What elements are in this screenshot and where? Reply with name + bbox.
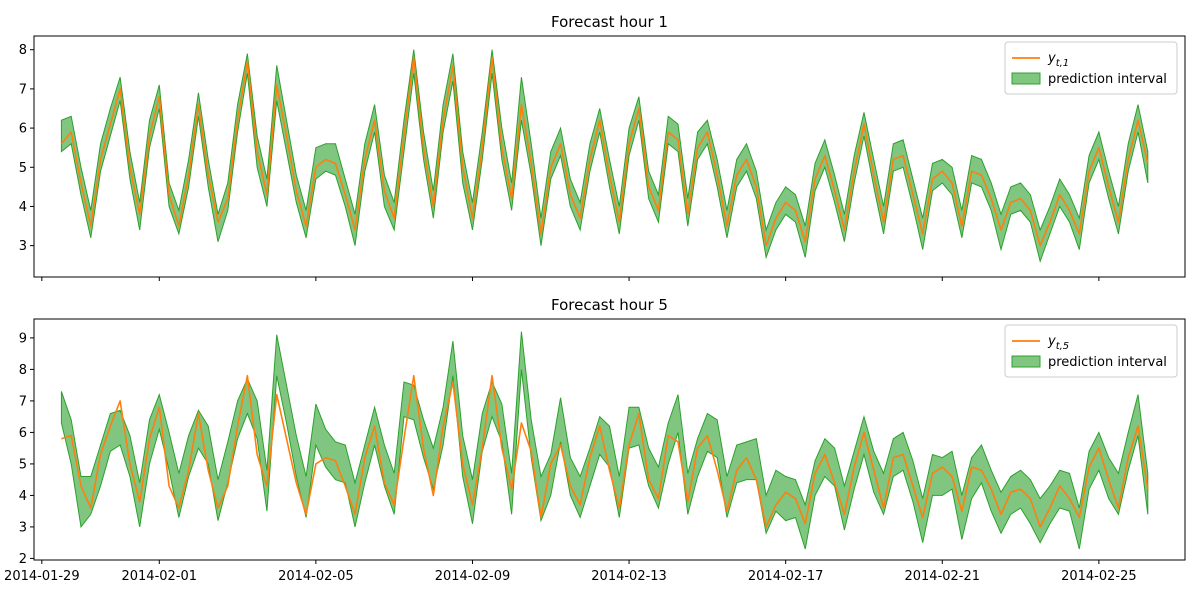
prediction-interval-band [60,49,1149,264]
legend-patch-swatch [1011,355,1041,368]
legend-label-forecast: yt,1 [1047,51,1069,69]
legend-label-interval: prediction interval [1048,355,1167,370]
legend-box [1004,324,1178,378]
y-tick-label: 5 [19,161,27,176]
y-tick-label: 3 [19,520,27,535]
x-tick-label: 2014-02-01 [121,569,197,584]
y-tick-label: 8 [19,43,27,58]
y-tick-label: 5 [19,457,27,472]
y-tick-label: 6 [19,122,27,137]
chart-title: Forecast hour 5 [551,296,668,314]
x-tick-label: 2014-02-21 [904,569,980,584]
y-tick-label: 9 [19,331,27,346]
legend: yt,5 prediction interval [1004,324,1178,378]
forecast-line [61,374,1149,528]
prediction-interval-band [60,331,1149,550]
y-tick-label: 3 [19,239,27,254]
legend-box [1004,41,1178,95]
axes-frame [33,35,1186,278]
legend: yt,1 prediction interval [1004,41,1178,95]
forecast-line [60,56,1149,247]
y-tick-label: 2 [19,552,27,567]
y-tick-label: 7 [19,82,27,97]
x-tick-label: 2014-02-13 [591,569,667,584]
panel-forecast-hour-5: 2 3 4 5 6 7 8 9 2014-01-29 2014-02-01 2014-02-05 20… [4,296,1186,584]
y-tick-label: 8 [19,363,27,378]
x-tick-label: 2014-02-17 [748,569,824,584]
x-tick-label: 2014-02-05 [278,569,354,584]
legend-label-interval: prediction interval [1048,72,1167,87]
y-tick-label: 6 [19,426,27,441]
y-tick-label: 4 [19,489,27,504]
x-tick-label: 2014-02-09 [435,569,511,584]
x-tick-label: 2014-02-25 [1061,569,1137,584]
y-tick-label: 4 [19,200,27,215]
panel-forecast-hour-1: 3 4 5 6 7 8 Forecast hour 1 yt,1 prediction inte… [19,13,1186,281]
legend-label-forecast: yt,5 [1047,334,1069,352]
axes-frame [33,318,1186,561]
legend-patch-swatch [1011,72,1041,85]
chart-title: Forecast hour 1 [551,13,668,31]
y-tick-label: 7 [19,394,27,409]
x-tick-label: 2014-01-29 [4,569,80,584]
